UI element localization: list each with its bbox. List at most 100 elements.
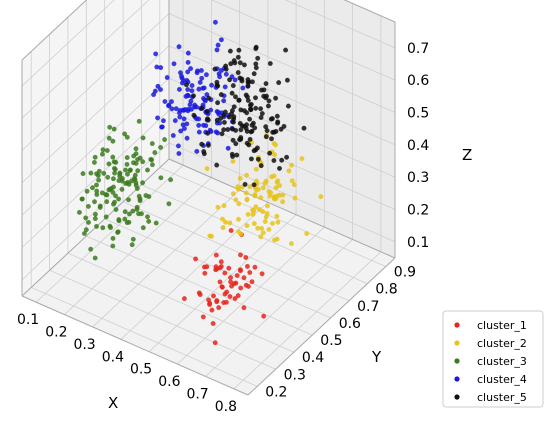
series-cluster_3 <box>76 118 174 261</box>
data-point-cluster_5 <box>230 83 236 89</box>
data-point-cluster_5 <box>219 131 225 137</box>
z-axis-label: Z <box>462 146 472 164</box>
data-point-cluster_3 <box>94 171 100 177</box>
data-point-cluster_3 <box>127 167 133 173</box>
data-point-cluster_3 <box>92 211 98 217</box>
data-point-cluster_1 <box>247 270 253 276</box>
data-point-cluster_5 <box>255 156 261 162</box>
floor-pane <box>22 159 395 395</box>
side-pane <box>22 0 169 296</box>
data-point-cluster_4 <box>164 74 170 80</box>
data-point-cluster_4 <box>189 82 195 88</box>
data-point-cluster_2 <box>215 204 221 210</box>
data-point-cluster_3 <box>133 146 139 152</box>
data-point-cluster_4 <box>192 104 198 110</box>
data-point-cluster_3 <box>125 179 131 185</box>
data-point-cluster_3 <box>93 223 99 229</box>
data-point-cluster_3 <box>85 203 91 209</box>
data-point-cluster_3 <box>124 155 130 161</box>
data-point-cluster_4 <box>176 110 182 116</box>
data-point-cluster_1 <box>234 273 240 279</box>
z-tick-label: 0.1 <box>407 235 429 251</box>
data-point-cluster_2 <box>227 220 233 226</box>
data-point-cluster_5 <box>191 112 197 118</box>
data-point-cluster_3 <box>140 159 146 165</box>
data-point-cluster_5 <box>283 47 289 53</box>
data-point-cluster_5 <box>218 115 224 121</box>
data-point-cluster_3 <box>99 151 105 157</box>
data-point-cluster_5 <box>284 77 290 83</box>
data-point-cluster_3 <box>125 197 131 203</box>
data-point-cluster_5 <box>227 48 233 54</box>
y-tick-label: 0.9 <box>394 265 416 281</box>
data-point-cluster_5 <box>235 70 241 76</box>
data-point-cluster_5 <box>238 136 244 142</box>
data-point-cluster_3 <box>166 201 172 207</box>
data-point-cluster_4 <box>173 106 179 112</box>
axis-edge <box>343 0 396 23</box>
data-point-cluster_5 <box>252 125 258 131</box>
data-point-cluster_2 <box>271 173 277 179</box>
data-point-cluster_4 <box>178 73 184 79</box>
legend-entry-cluster_4: cluster_4 <box>477 373 527 386</box>
data-point-cluster_3 <box>144 214 150 220</box>
data-point-cluster_4 <box>187 102 193 108</box>
data-point-cluster_3 <box>112 170 118 176</box>
data-point-cluster_3 <box>119 186 125 192</box>
data-point-cluster_2 <box>259 225 265 231</box>
data-point-cluster_5 <box>222 109 228 115</box>
data-point-cluster_1 <box>200 314 206 320</box>
data-point-cluster_1 <box>228 275 234 281</box>
data-point-cluster_2 <box>235 184 241 190</box>
data-point-cluster_3 <box>110 154 116 160</box>
data-point-cluster_1 <box>237 252 243 258</box>
data-point-cluster_2 <box>292 195 298 201</box>
data-point-cluster_2 <box>266 188 272 194</box>
data-point-cluster_5 <box>271 157 277 163</box>
data-point-cluster_4 <box>172 118 178 124</box>
data-point-cluster_4 <box>203 72 209 78</box>
series-cluster_1 <box>181 227 267 346</box>
data-point-cluster_3 <box>96 177 102 183</box>
axis-edge <box>21 0 88 61</box>
data-point-cluster_4 <box>196 122 202 128</box>
data-point-cluster_4 <box>215 130 221 136</box>
data-point-cluster_5 <box>267 61 273 67</box>
data-point-cluster_5 <box>205 130 211 136</box>
data-point-cluster_3 <box>124 161 130 167</box>
data-point-cluster_3 <box>149 162 155 168</box>
data-point-cluster_4 <box>178 128 184 134</box>
data-point-cluster_5 <box>245 79 251 85</box>
data-point-cluster_4 <box>240 85 246 91</box>
x-tick-label: 0.5 <box>130 362 152 378</box>
data-point-cluster_4 <box>193 116 199 122</box>
data-point-cluster_5 <box>238 127 244 133</box>
data-point-cluster_2 <box>271 140 277 146</box>
legend-entry-cluster_1: cluster_1 <box>477 319 527 332</box>
data-point-cluster_3 <box>100 147 106 153</box>
data-point-cluster_5 <box>237 60 243 66</box>
data-point-cluster_4 <box>222 84 228 90</box>
data-point-cluster_3 <box>140 180 146 186</box>
z-tick-label: 0.7 <box>407 41 429 57</box>
data-point-cluster_2 <box>236 201 242 207</box>
data-point-cluster_3 <box>146 218 152 224</box>
data-point-cluster_3 <box>100 225 106 231</box>
data-point-cluster_5 <box>265 103 271 109</box>
data-point-cluster_3 <box>104 192 110 198</box>
data-point-cluster_3 <box>97 203 103 209</box>
data-point-cluster_5 <box>253 105 259 111</box>
data-point-cluster_2 <box>288 241 294 247</box>
axis-edge <box>168 158 396 259</box>
data-point-cluster_4 <box>214 108 220 114</box>
data-point-cluster_4 <box>166 102 172 108</box>
data-point-cluster_5 <box>248 107 254 113</box>
data-point-cluster_1 <box>241 305 247 311</box>
data-point-cluster_5 <box>273 128 279 134</box>
x-tick-label: 0.4 <box>102 349 124 365</box>
z-tick-label: 0.2 <box>407 203 429 219</box>
data-point-cluster_2 <box>251 221 257 227</box>
z-grid-line <box>21 0 396 119</box>
data-point-cluster_4 <box>153 51 159 57</box>
data-point-cluster_5 <box>248 101 254 107</box>
